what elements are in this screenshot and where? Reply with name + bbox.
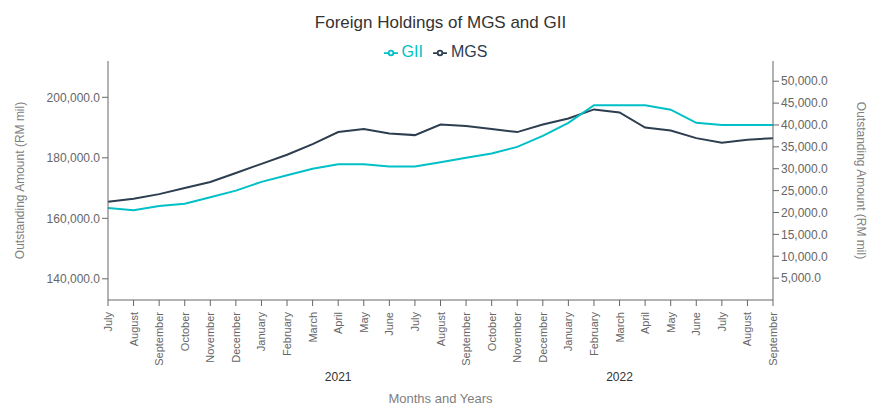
svg-text:25,000.0: 25,000.0 [781, 184, 828, 198]
svg-text:160,000.0: 160,000.0 [47, 212, 101, 226]
svg-text:50,000.0: 50,000.0 [781, 74, 828, 88]
svg-text:August: August [741, 312, 753, 346]
svg-text:March: March [614, 312, 626, 343]
svg-text:February: February [281, 312, 293, 357]
svg-text:December: December [230, 312, 242, 363]
svg-text:2021: 2021 [325, 370, 352, 384]
html-text:Foreign Holdings of MGS and GI: Foreign Holdings of MGS and GII [314, 13, 567, 32]
svg-text:August: August [435, 312, 447, 346]
svg-text:January: January [255, 312, 267, 352]
svg-text:September: September [460, 312, 472, 366]
svg-text:2022: 2022 [606, 370, 633, 384]
svg-text:10,000.0: 10,000.0 [781, 250, 828, 264]
html-text:MGS: MGS [450, 43, 488, 60]
svg-text:45,000.0: 45,000.0 [781, 96, 828, 110]
svg-text:June: June [690, 312, 702, 336]
svg-text:May: May [358, 312, 370, 333]
svg-text:October: October [486, 312, 498, 351]
svg-text:September: September [767, 312, 779, 366]
svg-text:35,000.0: 35,000.0 [781, 140, 828, 154]
svg-text:30,000.0: 30,000.0 [781, 162, 828, 176]
svg-text:140,000.0: 140,000.0 [47, 272, 101, 286]
svg-text:June: June [383, 312, 395, 336]
svg-text:March: March [307, 312, 319, 343]
svg-text:April: April [332, 312, 344, 334]
svg-text:May: May [665, 312, 677, 333]
svg-text:April: April [639, 312, 651, 334]
svg-text:September: September [153, 312, 165, 366]
svg-text:December: December [537, 312, 549, 363]
svg-text:November: November [511, 312, 523, 363]
svg-text:July: July [716, 312, 728, 332]
svg-text:October: October [179, 312, 191, 351]
svg-text:Months and Years: Months and Years [388, 391, 493, 406]
svg-text:February: February [588, 312, 600, 357]
svg-text:January: January [562, 312, 574, 352]
svg-text:40,000.0: 40,000.0 [781, 118, 828, 132]
svg-text:Outstanding Amount (RM mil): Outstanding Amount (RM mil) [13, 102, 27, 259]
svg-text:180,000.0: 180,000.0 [47, 151, 101, 165]
html-text:GII: GII [401, 43, 423, 60]
svg-text:20,000.0: 20,000.0 [781, 206, 828, 220]
svg-text:5,000.0: 5,000.0 [781, 271, 821, 285]
svg-text:November: November [204, 312, 216, 363]
svg-text:August: August [128, 312, 140, 346]
svg-text:July: July [102, 312, 114, 332]
svg-text:Outstanding Amount (RM mil): Outstanding Amount (RM mil) [854, 102, 868, 259]
svg-text:July: July [409, 312, 421, 332]
svg-text:15,000.0: 15,000.0 [781, 228, 828, 242]
svg-text:200,000.0: 200,000.0 [47, 91, 101, 105]
